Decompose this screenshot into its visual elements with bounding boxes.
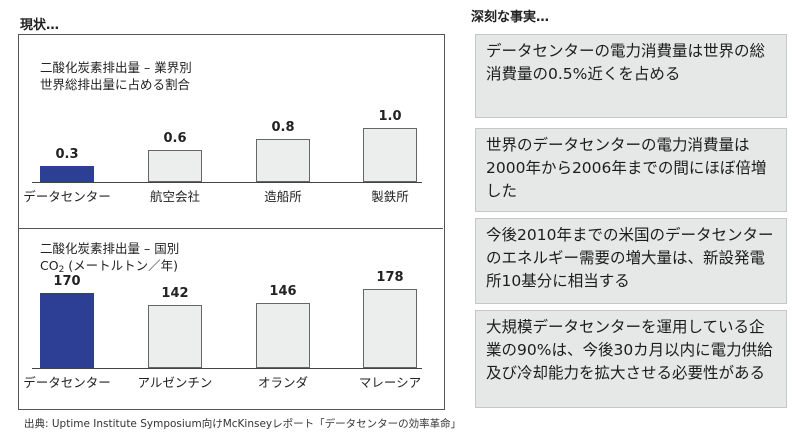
- chart2-title-line2: CO2 (メートルトン／年): [40, 257, 178, 279]
- chart2-bar: [363, 289, 417, 368]
- left-heading: 現状…: [20, 18, 60, 33]
- chart2-value-label: 178: [376, 270, 404, 285]
- fact-box-3: 今後2010年までの米国のデータセンターのエネルギー需要の増大量は、新設発電所1…: [475, 218, 787, 304]
- fact-box-4: 大規模データセンターを運用している企業の90%は、今後30カ月以内に電力供給及び…: [475, 310, 787, 408]
- chart1-bar: [148, 150, 202, 182]
- chart2-value-label: 146: [269, 284, 297, 299]
- chart2-category-label: データセンター: [23, 375, 111, 390]
- chart1-baseline: [32, 182, 422, 183]
- chart2-category-label: マレーシア: [358, 375, 422, 390]
- chart1-category-label: 製鉄所: [371, 189, 409, 204]
- chart1-title-line2: 世界総排出量に占める割合: [40, 77, 191, 92]
- right-heading: 深刻な事実…: [471, 10, 550, 25]
- chart1-category-label: データセンター: [23, 189, 111, 204]
- chart2-bar: [148, 305, 202, 368]
- fact-box-1: データセンターの電力消費量は世界の総消費量の0.5%近くを占める: [475, 34, 787, 118]
- fact-box-2: 世界のデータセンターの電力消費量は2000年から2006年までの間にほぼ倍増した: [475, 128, 787, 212]
- chart2-bar: [40, 293, 94, 368]
- panel-divider: [18, 228, 443, 229]
- chart2-title-line1: 二酸化炭素排出量 – 国別: [40, 241, 180, 256]
- chart1-value-label: 0.6: [163, 131, 187, 146]
- chart2-title-co: CO: [40, 258, 59, 273]
- chart1-value-label: 1.0: [378, 109, 402, 124]
- chart2-category-label: アルゼンチン: [137, 375, 213, 390]
- chart1-value-label: 0.8: [271, 120, 295, 135]
- chart2-bar: [256, 303, 310, 368]
- chart1-bar: [363, 128, 417, 182]
- chart2-title-unit: (メートルトン／年): [64, 258, 179, 273]
- chart1-category-label: 造船所: [264, 189, 302, 204]
- chart2-value-label: 142: [161, 286, 189, 301]
- chart1-bar: [40, 166, 94, 182]
- chart1-category-label: 航空会社: [149, 189, 200, 204]
- chart1-value-label: 0.3: [55, 147, 79, 162]
- chart1-bar: [256, 139, 310, 182]
- chart1-title-line1: 二酸化炭素排出量 – 業界別: [40, 60, 192, 75]
- chart2-baseline: [32, 368, 422, 369]
- source-note: 出典: Uptime Institute Symposium向けMcKinsey…: [24, 418, 462, 430]
- chart2-value-label: 170: [53, 274, 81, 289]
- chart2-title-sub: 2: [58, 265, 65, 275]
- chart2-category-label: オランダ: [257, 375, 308, 390]
